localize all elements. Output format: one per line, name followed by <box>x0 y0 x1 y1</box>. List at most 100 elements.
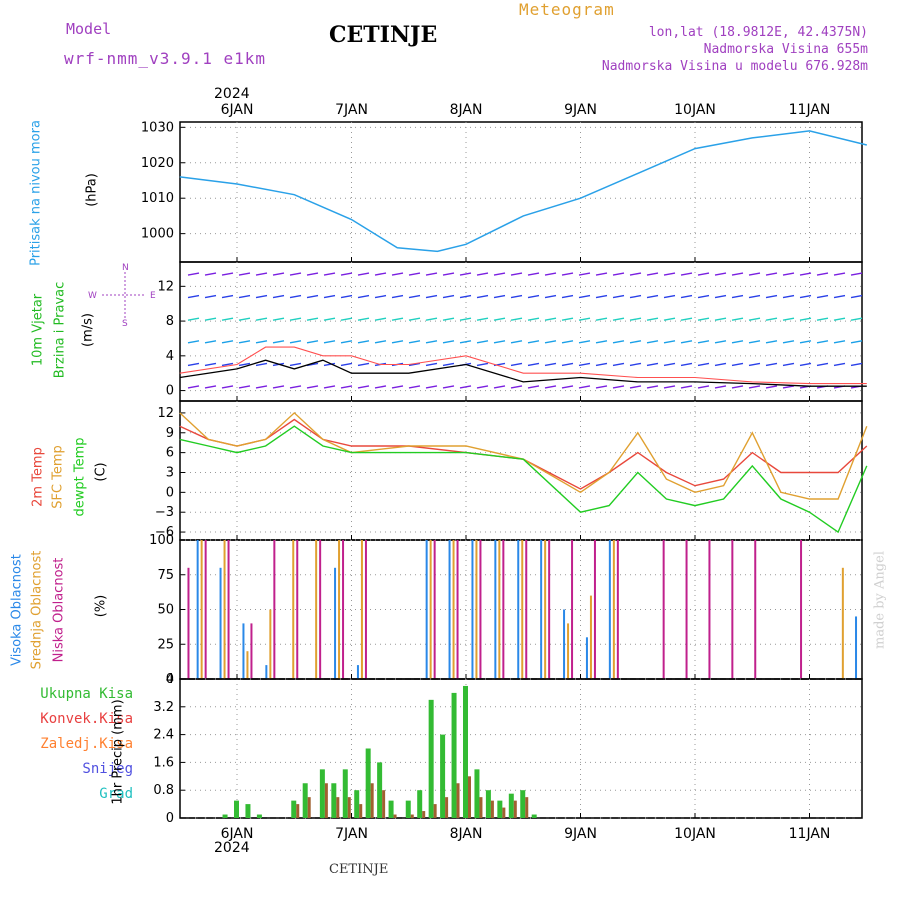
cloud-bar <box>612 540 615 679</box>
wind-speed-line <box>179 359 867 387</box>
wind-arrow <box>391 294 404 299</box>
wind-arrow <box>850 317 863 321</box>
wind-arrow <box>289 340 302 344</box>
wind-arrow <box>255 317 268 321</box>
wind-arrow <box>425 340 438 344</box>
wind-arrow <box>850 340 863 344</box>
wind-arrow <box>255 272 268 276</box>
wind-arrow <box>221 340 234 344</box>
model-label: Model <box>66 20 112 38</box>
temperature-ytick-label: 0 <box>166 485 174 500</box>
wind-arrow <box>221 272 234 276</box>
wind-arrow <box>357 317 370 321</box>
wind-arrow <box>289 362 302 367</box>
lonlat-label: lon,lat (18.9812E, 42.4375N) <box>648 25 868 40</box>
precip-bar-total <box>234 800 239 818</box>
wind-arrow <box>187 362 200 367</box>
cloud-bar <box>360 540 363 679</box>
wind-arrow <box>663 362 676 367</box>
wind-arrow <box>816 294 829 299</box>
wind-arrow <box>527 362 540 367</box>
precip-ytick-label: 2.4 <box>153 728 174 743</box>
wind-arrow <box>323 294 336 299</box>
precip-bar-conv <box>525 797 529 818</box>
wind-arrow <box>272 340 285 344</box>
pressure-line <box>179 130 867 253</box>
cloud-bar <box>708 540 711 679</box>
wind-arrow <box>544 362 557 367</box>
wind-arrow <box>544 272 557 276</box>
top-day-label: 8JAN <box>450 102 483 118</box>
wind-arrow <box>357 294 370 299</box>
wind-arrow <box>510 340 523 344</box>
wind-arrow <box>289 294 302 299</box>
wind-arrow <box>578 340 591 344</box>
wind-arrow <box>323 385 336 389</box>
temp-line-0 <box>179 418 868 490</box>
precip-bar-conv <box>393 814 397 818</box>
precip-bar-conv <box>468 776 471 818</box>
wind-arrow <box>374 340 387 344</box>
cloud-bar <box>429 540 432 679</box>
wind-arrow <box>731 294 744 299</box>
top-day-label: 10JAN <box>674 102 716 118</box>
wind-arrow <box>255 294 268 299</box>
wind-gust-line <box>179 346 867 385</box>
wind-arrow <box>629 317 642 321</box>
wind-arrow <box>510 317 523 321</box>
wind-arrow <box>187 385 200 389</box>
wind-arrow <box>714 362 727 367</box>
wind-arrow <box>357 272 370 276</box>
wind-arrow <box>850 362 863 367</box>
legend-total-precip: Ukupna Kisa <box>40 686 133 702</box>
top-day-label: 11JAN <box>789 102 831 118</box>
wind-arrow <box>629 362 642 367</box>
wind-arrow <box>374 317 387 321</box>
precip-bar-conv <box>359 804 363 818</box>
cloud-bar <box>196 540 199 679</box>
wind-arrow <box>680 362 693 367</box>
wind-arrow <box>289 385 302 389</box>
cloud-bar <box>242 623 245 679</box>
cloud-bar <box>342 540 345 679</box>
wind-arrow <box>612 272 625 276</box>
cloud-ytick-label: 50 <box>157 603 174 618</box>
wind-arrow <box>561 340 574 344</box>
wind-arrow <box>357 362 370 367</box>
precip-bar-conv <box>490 800 494 818</box>
precip-bar-total <box>319 769 325 818</box>
wind-arrow <box>765 340 778 344</box>
cloud-ytick-label: 75 <box>157 568 174 583</box>
wind-arrow <box>255 362 268 367</box>
wind-arrow <box>221 362 234 367</box>
wind-arrow <box>748 272 761 276</box>
wind-arrow <box>799 362 812 367</box>
wind-arrow <box>697 317 710 321</box>
wind-arrow <box>578 362 591 367</box>
cloud-bar <box>494 540 497 679</box>
wind-arrow <box>408 362 421 367</box>
wind-arrow <box>425 272 438 276</box>
top-day-label: 9JAN <box>564 102 597 118</box>
wind-arrow <box>646 272 659 276</box>
wind-frame <box>179 261 863 402</box>
wind-arrow <box>663 272 676 276</box>
wind-arrow <box>425 362 438 367</box>
legend-hail: Grad <box>99 786 133 802</box>
wind-arrow <box>459 340 472 344</box>
cloud-bar <box>452 540 455 679</box>
wind-arrow <box>238 362 251 367</box>
wind-arrow <box>714 340 727 344</box>
wind-arrow <box>510 362 523 367</box>
precip-bar-total <box>440 734 446 818</box>
wind-arrow <box>204 362 217 367</box>
wind-arrow <box>238 317 251 321</box>
wind-arrow <box>255 340 268 344</box>
precip-bar-conv <box>307 797 311 818</box>
wind-arrow <box>340 294 353 299</box>
cloud-bar <box>356 665 359 679</box>
wind-arrow <box>204 340 217 344</box>
precip-bar-total <box>485 790 491 818</box>
wind-arrow <box>340 385 353 389</box>
wind-arrow <box>850 272 863 276</box>
